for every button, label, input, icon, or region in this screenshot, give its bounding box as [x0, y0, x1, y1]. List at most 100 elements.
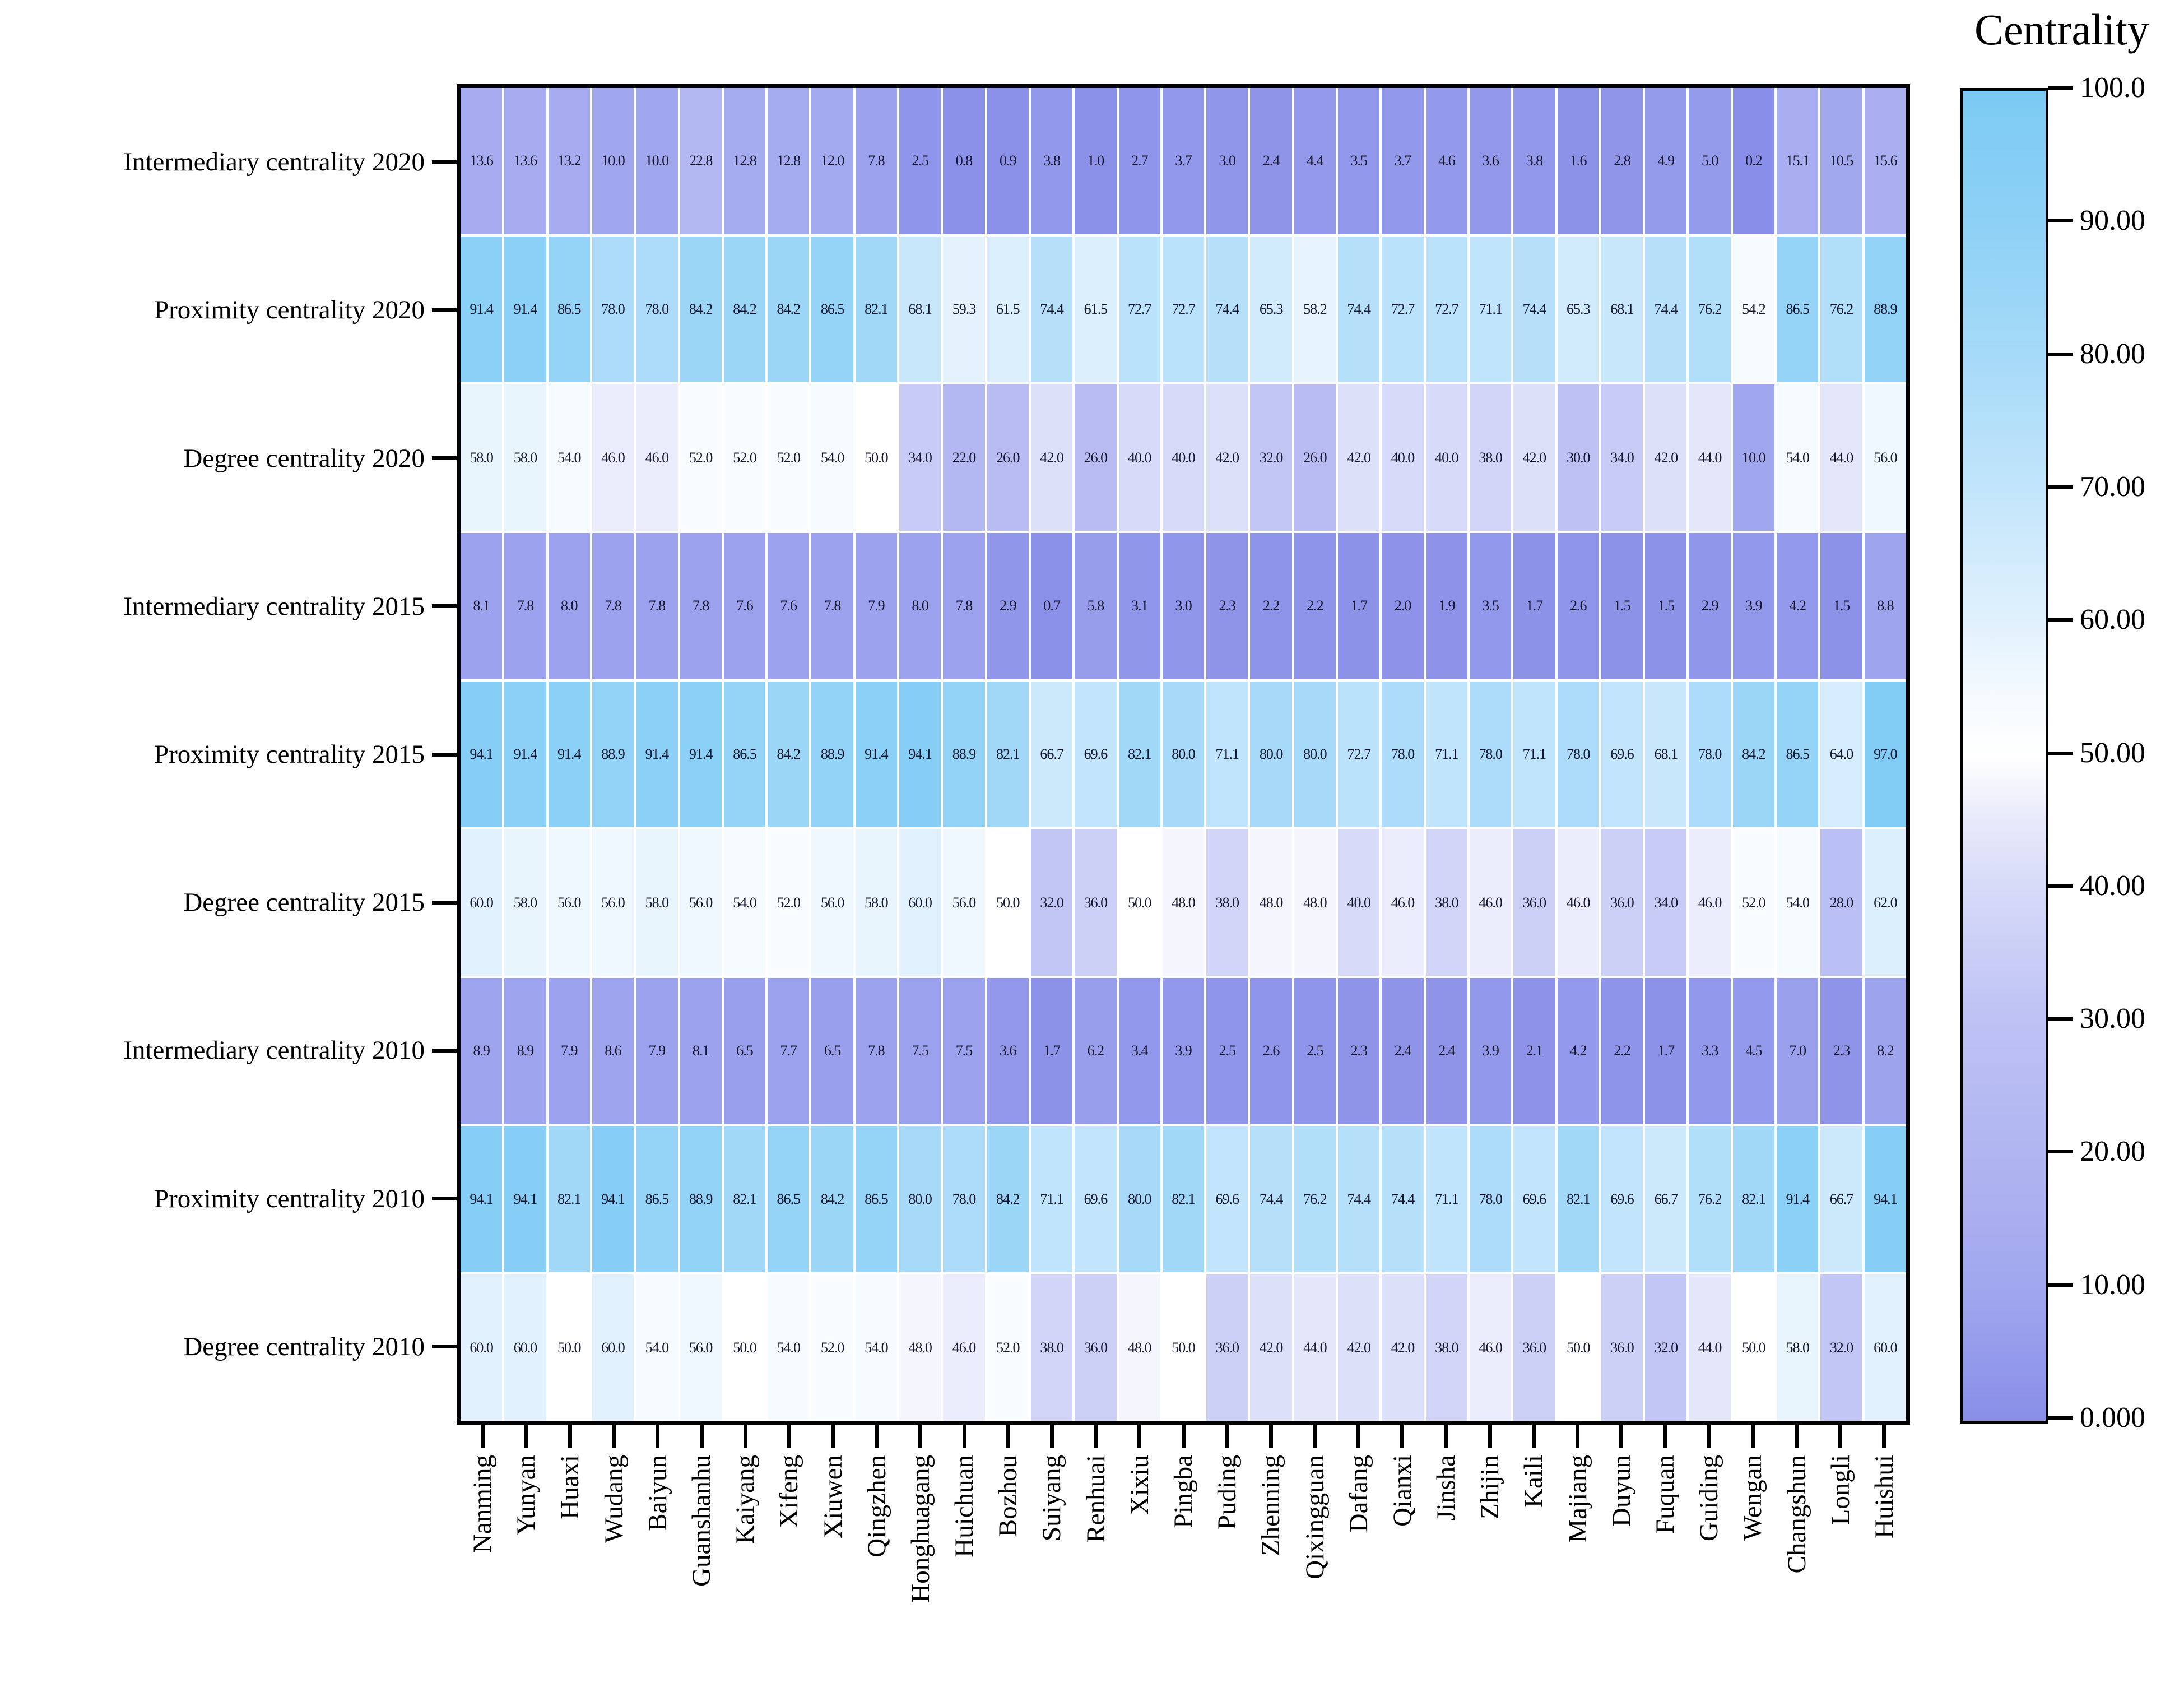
heatmap-cell: 69.6 [1601, 1126, 1643, 1273]
heatmap-cell: 94.1 [504, 1126, 546, 1273]
heatmap-cell: 36.0 [1513, 829, 1555, 976]
heatmap-cell: 58.2 [1294, 236, 1336, 383]
heatmap-cell: 1.5 [1820, 532, 1862, 679]
x-axis-label: Wudang [599, 1455, 629, 1543]
heatmap-cell: 42.0 [1645, 384, 1687, 531]
heatmap-cell: 86.5 [855, 1126, 898, 1273]
heatmap-cell: 46.0 [1469, 1274, 1512, 1421]
x-axis-tick [1531, 1425, 1536, 1448]
x-axis-label: Huishui [1869, 1455, 1899, 1538]
heatmap-cell: 54.0 [768, 1274, 810, 1421]
heatmap-cell: 13.2 [548, 88, 590, 234]
x-axis-label: Wengan [1738, 1455, 1768, 1541]
heatmap-cell: 71.1 [1513, 681, 1555, 828]
heatmap-cell: 52.0 [723, 384, 766, 531]
heatmap-cell: 52.0 [1732, 829, 1775, 976]
heatmap-cell: 66.7 [1645, 1126, 1687, 1273]
heatmap-cell: 74.4 [1338, 236, 1380, 383]
heatmap-cell: 36.0 [1075, 829, 1117, 976]
heatmap-cell: 0.8 [943, 88, 985, 234]
x-axis-tick [1137, 1425, 1142, 1448]
heatmap-cell: 58.0 [461, 384, 503, 531]
heatmap-cell: 10.0 [636, 88, 678, 234]
heatmap-cell: 91.4 [461, 236, 503, 383]
heatmap-cell: 1.0 [1075, 88, 1117, 234]
y-axis-tick [432, 900, 457, 905]
heatmap-cell: 2.4 [1425, 977, 1467, 1124]
heatmap-cell: 54.0 [1777, 829, 1819, 976]
heatmap-cell: 50.0 [723, 1274, 766, 1421]
heatmap-cell: 94.1 [592, 1126, 634, 1273]
heatmap-cell: 80.0 [899, 1126, 941, 1273]
heatmap-cell: 52.0 [768, 384, 810, 531]
heatmap-cell: 46.0 [1382, 829, 1424, 976]
heatmap-cell: 1.6 [1557, 88, 1599, 234]
heatmap-cell: 61.5 [1075, 236, 1117, 383]
heatmap-cell: 68.1 [899, 236, 941, 383]
heatmap-cell: 3.5 [1338, 88, 1380, 234]
x-axis-tick [1619, 1425, 1624, 1448]
heatmap-cell: 82.1 [987, 681, 1029, 828]
x-axis-label: Baiyun [643, 1455, 672, 1531]
heatmap-cell: 50.0 [1162, 1274, 1205, 1421]
heatmap-cell: 54.2 [1732, 236, 1775, 383]
x-axis-label: Zhenning [1256, 1455, 1286, 1556]
heatmap-cell: 54.0 [723, 829, 766, 976]
heatmap-cell: 7.8 [592, 532, 634, 679]
x-axis-label: Huaxi [555, 1455, 585, 1519]
heatmap-cell: 2.5 [1294, 977, 1336, 1124]
heatmap-cell: 42.0 [1250, 1274, 1292, 1421]
heatmap-cell: 1.9 [1425, 532, 1467, 679]
heatmap-cell: 69.6 [1601, 681, 1643, 828]
heatmap-cell: 58.0 [504, 384, 546, 531]
heatmap-cell: 80.0 [1162, 681, 1205, 828]
colorbar-tick [2048, 884, 2073, 888]
x-axis-label: Dafang [1344, 1455, 1373, 1533]
heatmap-cell: 12.8 [723, 88, 766, 234]
x-axis-label: Renhuai [1081, 1455, 1110, 1543]
heatmap-cell: 56.0 [811, 829, 853, 976]
heatmap-cell: 82.1 [1557, 1126, 1599, 1273]
heatmap-cell: 4.6 [1425, 88, 1467, 234]
x-axis-label: Honghuagang [905, 1455, 935, 1603]
heatmap-cell: 2.3 [1338, 977, 1380, 1124]
heatmap-cell: 94.1 [461, 1126, 503, 1273]
y-axis-tick [432, 604, 457, 609]
heatmap-cell: 86.5 [1777, 236, 1819, 383]
x-axis-label: Nanming [468, 1455, 498, 1553]
heatmap-cell: 84.2 [987, 1126, 1029, 1273]
heatmap-cell: 30.0 [1557, 384, 1599, 531]
x-axis-label: Xiuwen [818, 1455, 848, 1538]
colorbar-tick [2048, 352, 2073, 356]
heatmap-cell: 13.6 [461, 88, 503, 234]
heatmap-cell: 88.9 [1864, 236, 1906, 383]
heatmap-cell: 84.2 [680, 236, 722, 383]
heatmap-cell: 56.0 [548, 829, 590, 976]
heatmap-cell: 82.1 [548, 1126, 590, 1273]
heatmap-cell: 40.0 [1162, 384, 1205, 531]
heatmap-cell: 94.1 [461, 681, 503, 828]
heatmap-cell: 65.3 [1557, 236, 1599, 383]
x-axis-label: Fuquan [1651, 1455, 1680, 1534]
heatmap-cell: 74.4 [1250, 1126, 1292, 1273]
heatmap-cell: 91.4 [636, 681, 678, 828]
x-axis-label: Qixingguan [1300, 1455, 1330, 1579]
heatmap-cell: 38.0 [1425, 1274, 1467, 1421]
colorbar-tick [2048, 485, 2073, 489]
x-axis-label: Kaili [1519, 1455, 1549, 1508]
y-axis-label: Intermediary centrality 2010 [123, 1036, 425, 1065]
heatmap-cell: 0.7 [1030, 532, 1073, 679]
heatmap-cell: 26.0 [987, 384, 1029, 531]
heatmap-cell: 4.9 [1645, 88, 1687, 234]
x-axis-tick [480, 1425, 485, 1448]
heatmap-cell: 86.5 [811, 236, 853, 383]
x-axis-label: Longli [1825, 1455, 1855, 1526]
heatmap-cell: 40.0 [1425, 384, 1467, 531]
heatmap-cell: 71.1 [1425, 1126, 1467, 1273]
colorbar-tick-label: 90.00 [2080, 205, 2145, 237]
heatmap-cell: 58.0 [855, 829, 898, 976]
heatmap-cell: 58.0 [1777, 1274, 1819, 1421]
heatmap-cell: 60.0 [1864, 1274, 1906, 1421]
heatmap-cell: 88.9 [943, 681, 985, 828]
heatmap-cell: 78.0 [636, 236, 678, 383]
